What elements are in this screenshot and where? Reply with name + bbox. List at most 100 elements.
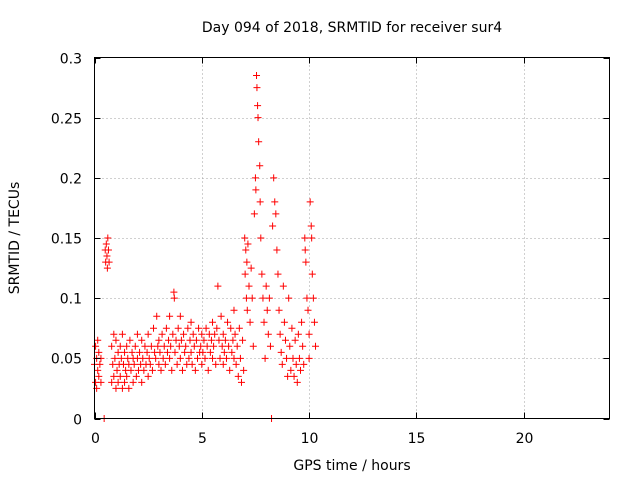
data-point [157, 366, 165, 374]
data-point [176, 312, 184, 320]
data-point [108, 378, 116, 386]
data-point [114, 378, 122, 386]
x-tick-labels: 0 5 10 15 20 [91, 431, 533, 447]
data-point [206, 348, 214, 356]
data-point [224, 318, 232, 326]
data-point [152, 354, 160, 362]
data-point [261, 354, 269, 362]
data-point [278, 360, 286, 368]
data-point [269, 222, 277, 230]
data-point [309, 294, 317, 302]
data-point [185, 354, 193, 362]
x-axis-label: GPS time / hours [293, 458, 410, 474]
data-points [91, 72, 320, 422]
data-point [252, 186, 260, 194]
data-point [155, 360, 163, 368]
data-point [265, 294, 273, 302]
data-point [291, 336, 299, 344]
data-point [222, 354, 230, 362]
data-point [301, 246, 309, 254]
data-point [212, 360, 220, 368]
data-point [145, 354, 153, 362]
data-point [244, 240, 252, 248]
data-point [217, 312, 225, 320]
data-point [139, 354, 147, 362]
data-point [138, 378, 146, 386]
data-point [170, 288, 178, 296]
data-point [242, 246, 250, 254]
data-point [237, 378, 245, 386]
data-point [253, 72, 261, 80]
data-point [144, 372, 152, 380]
data-point [283, 354, 291, 362]
data-point [299, 342, 307, 350]
data-point [251, 174, 259, 182]
data-point [202, 324, 210, 332]
data-point [166, 312, 174, 320]
data-point [92, 342, 100, 350]
data-point [254, 102, 262, 110]
data-point [289, 354, 297, 362]
data-point [243, 258, 251, 266]
data-point [129, 378, 137, 386]
data-point [210, 342, 218, 350]
data-point [140, 366, 148, 374]
data-point [204, 366, 212, 374]
data-point [234, 372, 242, 380]
data-point [233, 342, 241, 350]
y-tick-label: 0.05 [51, 352, 82, 368]
data-point [203, 342, 211, 350]
data-point [163, 348, 171, 356]
data-point [200, 336, 208, 344]
data-point [258, 270, 266, 278]
data-point [121, 378, 129, 386]
data-point [127, 366, 135, 374]
data-point [236, 354, 244, 362]
data-point [218, 342, 226, 350]
data-point [190, 342, 198, 350]
data-point [207, 336, 215, 344]
data-point [274, 270, 282, 278]
y-tick-label: 0 [73, 413, 82, 429]
data-point [175, 342, 183, 350]
data-point [141, 342, 149, 350]
data-point [168, 366, 176, 374]
data-point [187, 318, 195, 326]
data-point [219, 330, 227, 338]
data-point [243, 306, 251, 314]
data-point [219, 360, 227, 368]
y-tick-label: 0.3 [60, 52, 82, 68]
data-point [272, 210, 280, 218]
data-point [133, 330, 141, 338]
data-point [160, 342, 168, 350]
data-point [240, 366, 248, 374]
data-point [143, 348, 151, 356]
data-point [221, 336, 229, 344]
data-point [108, 342, 116, 350]
data-point [303, 294, 311, 302]
data-point [188, 360, 196, 368]
data-point [281, 336, 289, 344]
data-point [97, 378, 105, 386]
data-point [260, 318, 268, 326]
data-point [241, 270, 249, 278]
data-point [173, 360, 181, 368]
data-point [162, 324, 170, 332]
data-point [198, 360, 206, 368]
x-tick-label: 10 [301, 431, 319, 447]
data-point [112, 336, 120, 344]
data-point [302, 258, 310, 266]
data-point [165, 336, 173, 344]
data-point [209, 318, 217, 326]
data-point [155, 336, 163, 344]
data-point [167, 342, 175, 350]
data-point [288, 324, 296, 332]
data-point [118, 384, 126, 392]
data-point [305, 330, 313, 338]
data-point [109, 360, 117, 368]
data-point [294, 330, 302, 338]
plot-frame [94, 57, 610, 419]
data-point [292, 360, 300, 368]
chart-title: Day 094 of 2018, SRMTID for receiver sur… [202, 20, 502, 36]
